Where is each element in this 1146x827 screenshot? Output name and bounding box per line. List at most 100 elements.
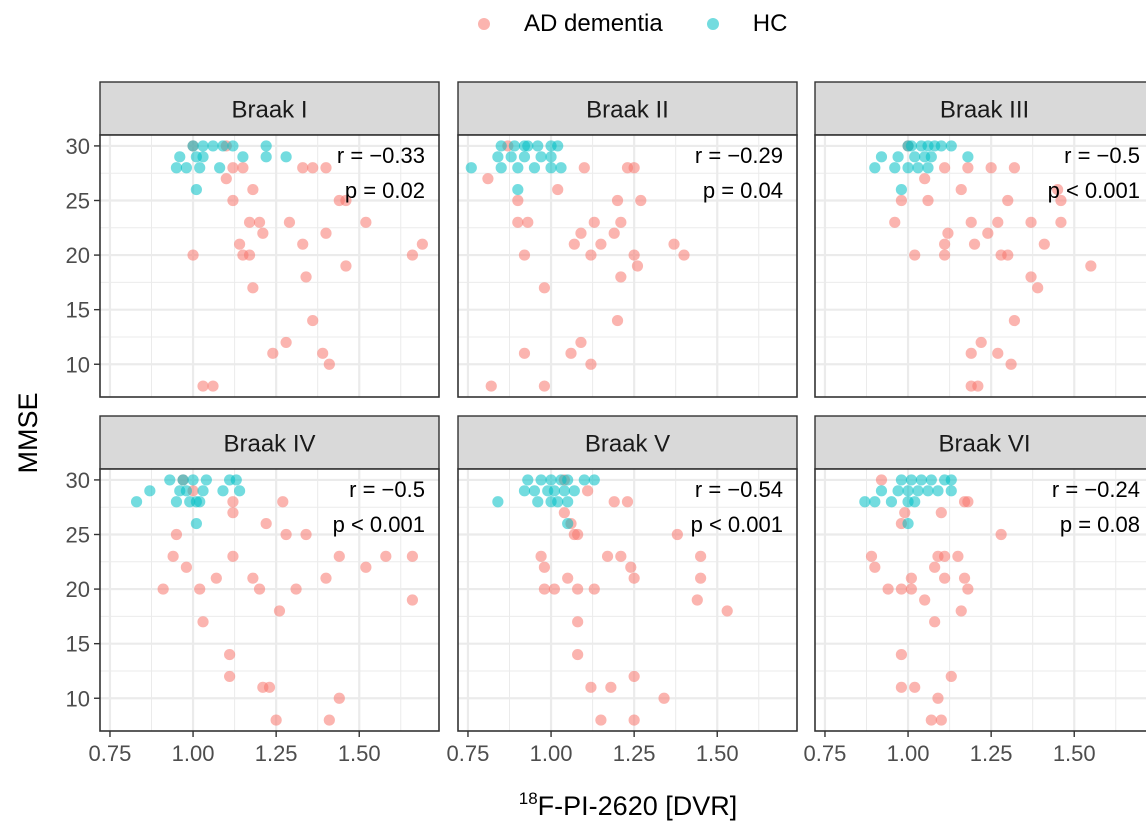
panel-4-hc-point xyxy=(170,496,183,508)
panel-6-ad-point xyxy=(895,648,908,661)
panel-2-p-label: p = 0.04 xyxy=(703,178,783,203)
panel-5-ad-point xyxy=(608,496,620,508)
panel-2-ad-point xyxy=(608,227,620,239)
panel-4-title: Braak IV xyxy=(223,431,315,458)
panel-1-ad-point xyxy=(283,216,296,228)
panel-2-ad-point xyxy=(668,238,680,250)
panel-5-ad-point xyxy=(628,670,640,683)
panel-6-hc-point xyxy=(925,474,937,486)
panel-4-ad-point xyxy=(224,670,236,683)
panel-3-ad-point xyxy=(1055,216,1067,228)
panel-5-hc-point xyxy=(588,474,600,486)
panel-2-hc-point xyxy=(522,140,534,152)
panel-1-hc-point xyxy=(280,151,292,163)
panel-4-ad-point xyxy=(180,561,193,573)
panel-1-ytick-label: 25 xyxy=(66,189,90,214)
panel-6-p-label: p = 0.08 xyxy=(1060,512,1140,537)
panel-4-r-label: r = −0.5 xyxy=(349,477,425,502)
panel-3-ad-point xyxy=(1085,260,1097,272)
panel-1-ad-point xyxy=(237,162,249,174)
panel-3-strip xyxy=(814,81,1146,136)
panel-2-ad-point xyxy=(522,216,534,228)
panel-2-ad-point xyxy=(518,347,531,359)
panel-1-ad-point xyxy=(340,194,352,207)
panel-6-hc-point xyxy=(885,496,898,508)
panel-4-ad-point xyxy=(273,605,286,617)
panel-2-hc-point xyxy=(535,151,547,163)
panel-5-ad-point xyxy=(538,561,551,573)
panel-3-ad-point xyxy=(1032,282,1044,294)
panel-6-ad-point xyxy=(962,583,974,595)
panel-1-ad-point xyxy=(187,249,199,261)
panel-3-p-label: p < 0.001 xyxy=(1048,178,1140,203)
panel-4-hc-point xyxy=(217,485,229,497)
panel-1-ad-point xyxy=(247,282,259,294)
panel-4-ad-point xyxy=(224,648,236,661)
panel-1-ad-point xyxy=(220,173,232,185)
x-axis-title: 18F-PI-2620 [DVR] xyxy=(519,789,737,821)
panel-6-ad-point xyxy=(909,681,921,693)
panel-5-ad-point xyxy=(628,572,640,584)
panel-5-hc-point xyxy=(492,496,504,508)
panel-1-hc-point xyxy=(180,162,193,174)
panel-2-hc-point xyxy=(505,151,517,163)
panel-6-xtick-label: 1.50 xyxy=(1053,741,1096,766)
panel-4-ad-point xyxy=(280,528,292,541)
panel-6-hc-point xyxy=(902,485,914,497)
panel-5-xtick-label: 1.25 xyxy=(613,741,656,766)
panel-4-xtick-label: 1.50 xyxy=(338,741,381,766)
panel-4-ad-point xyxy=(227,507,239,519)
panel-4-ad-point xyxy=(333,692,345,704)
panel-4-ad-point xyxy=(290,583,302,595)
panel-3-ad-point xyxy=(942,227,954,239)
panel-1-ytick-label: 10 xyxy=(66,352,90,377)
panel-2-ad-point xyxy=(538,282,551,294)
panel-3-ad-point xyxy=(955,183,967,196)
panel-4-ad-point xyxy=(380,550,392,562)
panel-4-ad-point xyxy=(406,550,419,562)
panel-4-ad-point xyxy=(323,714,335,726)
panel-6-ad-point xyxy=(929,616,941,628)
panel-1-ad-point xyxy=(227,162,239,174)
panel-2-ad-point xyxy=(485,380,497,392)
panel-4-hc-point xyxy=(230,474,242,486)
panel-5-p-label: p < 0.001 xyxy=(691,512,783,537)
panel-5-ad-point xyxy=(582,485,594,497)
panel-4-ytick-label: 25 xyxy=(66,523,90,548)
panel-6-hc-point xyxy=(945,485,957,497)
panel-4-hc-point xyxy=(200,474,212,486)
panel-3-ad-point xyxy=(985,162,997,174)
panel-2-ad-point xyxy=(575,336,587,349)
panel-1-ad-point xyxy=(320,162,332,174)
panel-6-xtick-label: 1.25 xyxy=(970,741,1013,766)
panel-5-hc-point xyxy=(568,485,580,497)
panel-5-ad-point xyxy=(572,616,584,628)
panel-1-hc-point xyxy=(227,140,239,152)
panel-6-ad-point xyxy=(895,583,908,595)
legend-hc-label: HC xyxy=(752,10,788,37)
panel-1-ad-point xyxy=(416,238,428,250)
panel-6-ad-point xyxy=(995,528,1007,541)
panel-2-ad-point xyxy=(615,271,627,283)
panel-2-ad-point xyxy=(578,162,590,174)
panel-4-hc-point xyxy=(197,485,209,497)
panel-1-ad-point xyxy=(257,227,269,239)
panel-4-hc-point xyxy=(190,517,202,530)
panel-6-ad-point xyxy=(952,550,964,562)
panel-1-ad-point xyxy=(247,183,259,196)
panel-3-ad-point xyxy=(982,227,994,239)
y-axis-title: MMSE xyxy=(13,393,43,474)
panel-6-ad-point xyxy=(882,583,894,595)
panel-3-hc-point xyxy=(905,140,917,152)
panel-1-hc-point xyxy=(174,151,186,163)
panel-1-ad-point xyxy=(297,162,309,174)
panel-1-ad-point xyxy=(227,194,239,207)
panel-6-plot-area xyxy=(815,469,1146,731)
panel-5-ad-point xyxy=(572,528,584,541)
legend-item-hc: HC xyxy=(699,10,788,38)
panel-2-hc-point xyxy=(492,151,504,163)
panel-2-hc-point xyxy=(545,151,557,163)
panel-4-ad-point xyxy=(260,517,272,530)
panel-6-ad-point xyxy=(919,594,931,606)
